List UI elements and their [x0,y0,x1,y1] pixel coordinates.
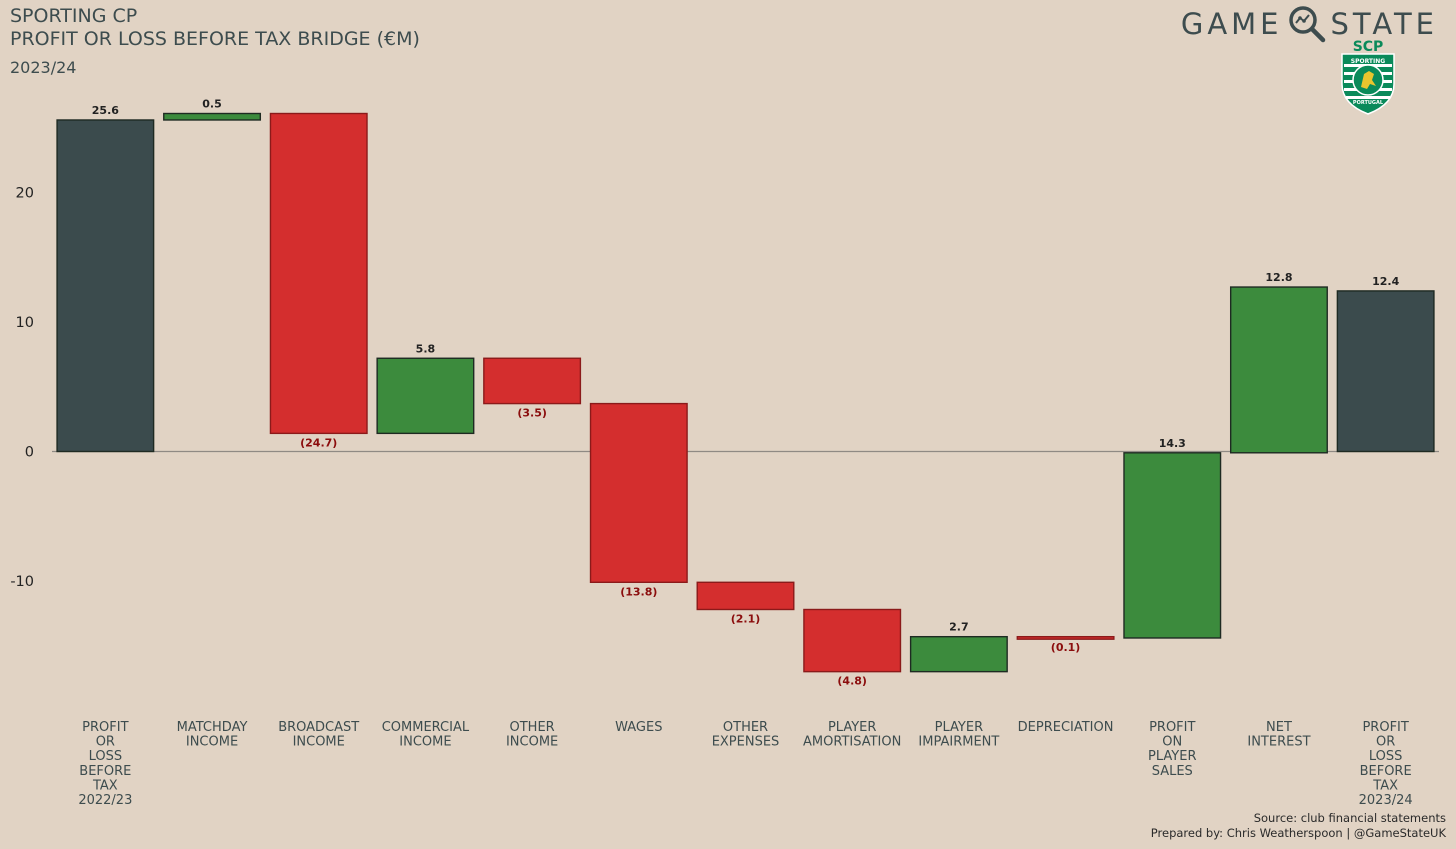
x-tick-label: COMMERCIAL INCOME [382,720,470,750]
y-tick-label: 20 [16,186,34,202]
brand-word-right: STATE [1330,7,1438,41]
bar-increase [1123,452,1222,639]
bar-decrease [1016,635,1115,640]
x-tick-label: DEPRECIATION [1018,720,1114,735]
data-label: (24.7) [300,436,337,449]
title-block: SPORTING CP PROFIT OR LOSS BEFORE TAX BR… [10,5,420,77]
bar-increase [909,635,1008,673]
data-labels: 25.6 0.5 (24.7) 5.8 (3.5) (13.8) (2.1) (4.8) 2.7… [92,98,1400,688]
bar-decrease [696,581,795,611]
crest-letters: SCP [1353,39,1384,55]
x-tick-label: PLAYER IMPAIRMENT [918,720,999,750]
magnifier-icon [1287,4,1327,44]
data-label: 2.7 [949,621,969,634]
brand-word-left: GAME [1180,7,1283,41]
bar-total [56,119,155,453]
sporting-crest: SCP SPORTING PORTUGAL [1336,38,1400,120]
crest-text-top: SPORTING [1351,58,1386,65]
data-label: (13.8) [620,585,657,598]
crest-text-bottom: PORTUGAL [1353,100,1384,106]
bar-decrease [483,357,582,405]
bar-increase [163,112,262,121]
x-tick-label: OTHER EXPENSES [712,720,780,750]
bar-increase [376,357,475,435]
x-tick-label: PLAYER AMORTISATION [803,720,901,750]
credit-note: Prepared by: Chris Weatherspoon | @GameS… [1150,826,1446,840]
bar-total [1336,290,1435,453]
x-tick-label: BROADCAST INCOME [278,720,359,750]
x-tick-label: PROFIT OR LOSS BEFORE TAX 2022/23 [78,720,132,808]
y-axis: 20 10 0 -10 [10,186,34,591]
source-note: Source: club financial statements [1253,811,1446,825]
data-label: 12.8 [1265,271,1292,284]
x-tick-label: PROFIT ON PLAYER SALES [1148,720,1196,779]
x-tick-label: MATCHDAY INCOME [177,720,248,750]
data-label: 5.8 [416,342,436,355]
y-tick-label: 10 [16,315,34,331]
data-label: (4.8) [837,675,867,688]
data-label: (0.1) [1051,641,1081,654]
data-label: (3.5) [517,407,547,420]
y-tick-label: -10 [10,574,34,590]
data-label: (2.1) [731,612,761,625]
data-label: 25.6 [92,104,119,117]
chart-subtitle: 2023/24 [10,58,77,77]
x-tick-label: NET INTEREST [1247,720,1310,750]
footer: Source: club financial statements Prepar… [1151,811,1446,841]
data-label: 12.4 [1372,275,1399,288]
data-label: 14.3 [1159,437,1186,450]
x-tick-label: OTHER INCOME [506,720,558,750]
bars [56,112,1435,673]
x-axis-labels: PROFIT OR LOSS BEFORE TAX 2022/23 MATCHDAY INCO… [78,720,1412,808]
bar-decrease [803,608,902,673]
data-label: 0.5 [202,98,222,111]
x-tick-label: WAGES [615,720,662,735]
bar-decrease [269,112,368,435]
bar-decrease [589,402,688,583]
x-tick-label: PROFIT OR LOSS BEFORE TAX 2023/24 [1359,720,1413,808]
bar-increase [1229,286,1328,454]
game-state-logo: GAME STATE [1181,4,1438,44]
chart-title-club: SPORTING CP [10,5,138,27]
y-tick-label: 0 [25,445,34,461]
chart-title: PROFIT OR LOSS BEFORE TAX BRIDGE (€M) [10,28,420,50]
